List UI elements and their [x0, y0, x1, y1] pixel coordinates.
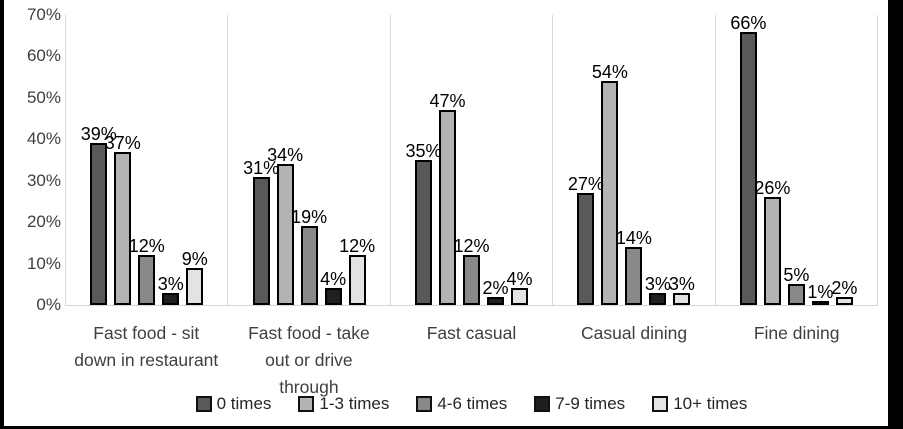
legend-label: 7-9 times	[555, 394, 626, 413]
bar-0-times: 39%	[81, 124, 117, 305]
legend-label: 4-6 times	[437, 394, 508, 413]
legend-label: 1-3 times	[319, 394, 390, 413]
bar-10+-times: 3%	[669, 274, 695, 305]
y-axis-tick-label: 10%	[26, 253, 61, 273]
legend-item: 10+ times	[652, 394, 747, 414]
bar-data-label: 2%	[482, 277, 509, 298]
bar-data-label: 4%	[320, 269, 347, 290]
bar-data-label: 66%	[730, 12, 767, 33]
category-panel: 39% 37% 12% 3% 9%	[65, 15, 227, 305]
bar-1-3-times: 26%	[754, 178, 790, 305]
bar-data-label: 3%	[157, 273, 184, 294]
bar-data-label: 27%	[567, 174, 604, 195]
y-axis-tick-label: 50%	[26, 87, 61, 107]
bar-4-6-times: 12%	[454, 236, 490, 305]
bar-7-9-times: 1%	[807, 282, 833, 305]
legend-label: 0 times	[216, 394, 272, 413]
bar-0-times: 66%	[730, 13, 766, 305]
bar-0-times: 27%	[568, 174, 604, 305]
legend-swatch-icon	[195, 396, 212, 412]
y-axis: 70% 60% 50% 40% 30% 20% 10% 0%	[4, 0, 61, 320]
bar-1-3-times: 34%	[267, 145, 303, 305]
category-panel: 31% 34% 19% 4% 12%	[227, 15, 389, 305]
bar-4-6-times: 19%	[291, 207, 327, 305]
bar-0-times: 35%	[406, 141, 442, 305]
legend-item: 0 times	[195, 394, 272, 414]
plot-area: 39% 37% 12% 3% 9% 31% 34% 19% 4% 12% 35% 47% 12% 2% 4%…	[65, 13, 879, 306]
x-axis-category-label: Fast food - take out or drive through	[248, 323, 370, 397]
bar-data-label: 54%	[591, 62, 628, 83]
x-axis-category-label: Fast food - sit down in restaurant	[74, 323, 219, 370]
y-axis-tick-label: 20%	[26, 212, 61, 232]
bar-0-times: 31%	[243, 158, 279, 305]
legend: 0 times 1-3 times 4-6 times 7-9 times 10+ ti…	[65, 394, 878, 414]
bar-data-label: 2%	[831, 277, 858, 298]
bar-10+-times: 4%	[507, 269, 533, 305]
legend-item: 7-9 times	[534, 394, 625, 414]
bar-data-label: 4%	[506, 269, 533, 290]
legend-swatch-icon	[534, 396, 551, 412]
legend-swatch-icon	[652, 396, 669, 412]
bar-1-3-times: 37%	[105, 133, 141, 305]
x-axis-category-label: Fine dining	[753, 323, 840, 343]
bar-data-label: 34%	[267, 145, 304, 166]
bar-data-label: 9%	[181, 248, 208, 269]
category-panel: 35% 47% 12% 2% 4%	[389, 15, 552, 305]
bar-1-3-times: 47%	[430, 91, 466, 305]
legend-item: 1-3 times	[298, 394, 389, 414]
bar-data-label: 35%	[405, 141, 442, 161]
bar-data-label: 26%	[754, 178, 791, 199]
y-axis-tick-label: 60%	[26, 46, 61, 66]
legend-swatch-icon	[298, 396, 315, 412]
bar-data-label: 37%	[104, 132, 141, 153]
bar-data-label: 12%	[453, 236, 490, 257]
category-panel: 27% 54% 14% 3% 3%	[552, 15, 714, 305]
bar-4-6-times: 12%	[129, 236, 165, 305]
bar-10+-times: 9%	[182, 249, 208, 305]
bar-data-label: 3%	[668, 273, 695, 294]
bar-4-6-times: 5%	[783, 265, 809, 305]
x-axis-category-label: Fast casual	[426, 323, 517, 343]
bar-data-label: 47%	[429, 91, 466, 112]
bar-data-label: 5%	[783, 265, 810, 286]
y-axis-tick-label: 30%	[26, 170, 61, 190]
bar-data-label: 31%	[243, 157, 280, 178]
y-axis-tick-label: 0%	[36, 295, 61, 314]
bar-data-label: 3%	[644, 273, 671, 294]
legend-item: 4-6 times	[416, 394, 507, 414]
bar-data-label: 39%	[80, 124, 117, 145]
bar-data-label: 12%	[128, 236, 165, 257]
y-axis-tick-label: 70%	[26, 5, 61, 24]
bar-7-9-times: 3%	[645, 274, 671, 305]
bar-10+-times: 12%	[339, 236, 375, 305]
bar-7-9-times: 2%	[483, 278, 509, 305]
bar-data-label: 14%	[615, 228, 652, 248]
bar-4-6-times: 14%	[616, 228, 652, 305]
y-axis-tick-label: 40%	[26, 129, 61, 149]
bar-data-label: 19%	[291, 207, 328, 228]
bar-7-9-times: 4%	[320, 269, 346, 305]
legend-label: 10+ times	[673, 394, 748, 413]
bar-10+-times: 2%	[831, 278, 857, 305]
legend-swatch-icon	[416, 396, 433, 412]
category-panel: 66% 26% 5% 1% 2%	[714, 13, 879, 305]
x-axis-category-label: Casual dining	[581, 323, 688, 343]
bar-1-3-times: 54%	[592, 62, 628, 305]
x-axis-labels: Fast food - sit down in restaurant Fast f…	[65, 320, 878, 401]
chart-canvas: 70% 60% 50% 40% 30% 20% 10% 0% 39% 37% 12% 3% 9% 31%…	[4, 0, 888, 426]
bar-7-9-times: 3%	[158, 274, 184, 305]
bar-data-label: 1%	[807, 281, 834, 302]
bar-data-label: 12%	[339, 236, 376, 257]
